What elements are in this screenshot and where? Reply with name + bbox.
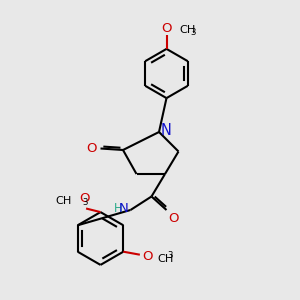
Text: O: O xyxy=(79,193,89,206)
Text: CH: CH xyxy=(157,254,173,264)
Text: N: N xyxy=(161,123,172,138)
Text: O: O xyxy=(142,250,152,263)
Text: 3: 3 xyxy=(190,28,195,37)
Text: 3: 3 xyxy=(167,251,173,260)
Text: N: N xyxy=(119,202,129,215)
Text: O: O xyxy=(168,212,178,225)
Text: H: H xyxy=(114,202,123,215)
Text: O: O xyxy=(161,22,172,34)
Text: CH: CH xyxy=(55,196,71,206)
Text: 3: 3 xyxy=(82,198,87,207)
Text: O: O xyxy=(86,142,97,155)
Text: CH: CH xyxy=(179,25,196,34)
